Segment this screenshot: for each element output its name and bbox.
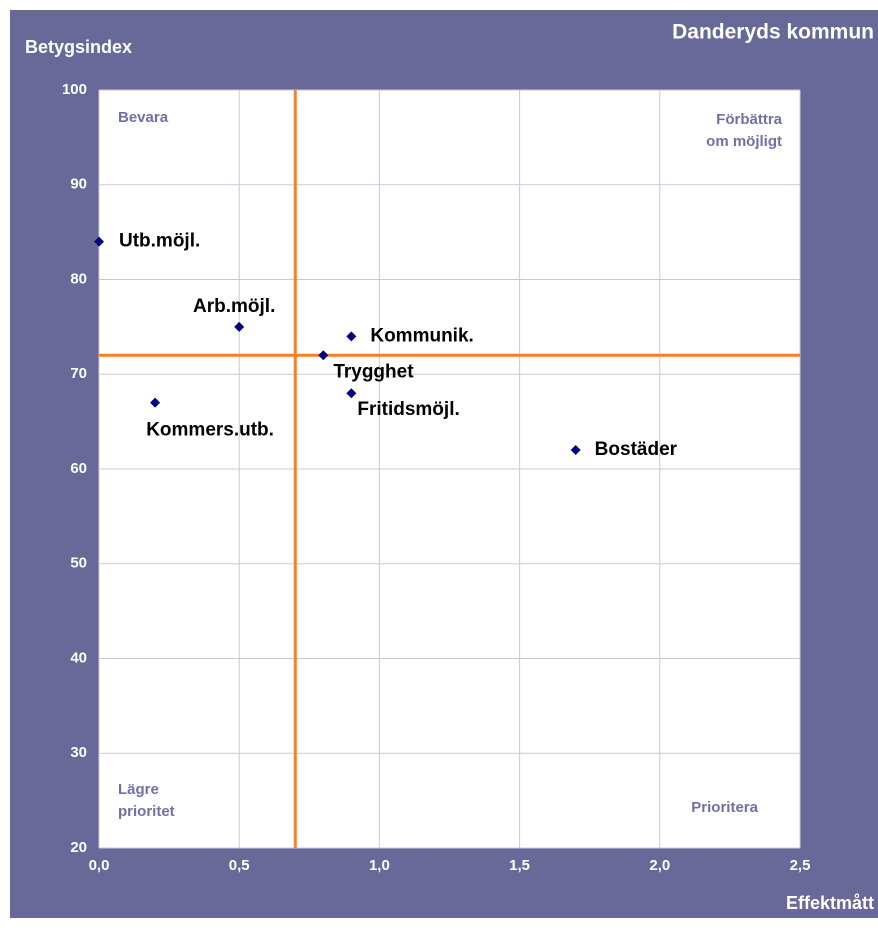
point bbox=[94, 236, 104, 247]
point bbox=[150, 397, 161, 408]
x-axis-label: Effektmått bbox=[786, 893, 874, 913]
point-label: Trygghet bbox=[333, 361, 414, 382]
point-label: Kommers.utb. bbox=[146, 420, 274, 441]
x-tick-label: 2,5 bbox=[790, 857, 811, 874]
quadrant-label: Lägre bbox=[118, 781, 159, 798]
point-label: Kommunik. bbox=[370, 325, 473, 346]
y-tick-label: 20 bbox=[70, 839, 87, 856]
point-label: Fritidsmöjl. bbox=[357, 399, 459, 420]
y-tick-label: 40 bbox=[70, 649, 87, 666]
point-label: Utb.möjl. bbox=[119, 231, 200, 252]
quadrant-label: prioritet bbox=[118, 803, 175, 820]
point bbox=[234, 321, 245, 332]
quadrant-label: Bevara bbox=[118, 109, 169, 126]
y-axis-label: Betygsindex bbox=[25, 37, 132, 57]
point bbox=[346, 388, 357, 399]
quadrant-label: Prioritera bbox=[691, 799, 758, 816]
y-tick-label: 60 bbox=[70, 460, 87, 477]
y-tick-label: 30 bbox=[70, 744, 87, 761]
y-tick-label: 80 bbox=[70, 270, 87, 287]
x-tick-label: 0,5 bbox=[229, 857, 250, 874]
point bbox=[346, 331, 357, 342]
point bbox=[318, 350, 329, 361]
x-tick-label: 1,0 bbox=[369, 857, 390, 874]
y-tick-label: 90 bbox=[70, 176, 87, 193]
quadrant-label: Förbättra bbox=[716, 111, 782, 128]
point bbox=[570, 445, 581, 456]
chart-title: Danderyds kommun bbox=[672, 21, 874, 44]
point-label: Arb.möjl. bbox=[193, 296, 275, 317]
y-tick-label: 50 bbox=[70, 555, 87, 572]
point-label: Bostäder bbox=[595, 439, 678, 460]
x-tick-label: 1,5 bbox=[509, 857, 530, 874]
x-tick-label: 0,0 bbox=[89, 857, 110, 874]
quadrant-label: om möjligt bbox=[706, 133, 782, 150]
y-tick-label: 70 bbox=[70, 365, 87, 382]
x-tick-label: 2,0 bbox=[649, 857, 670, 874]
y-tick-label: 100 bbox=[62, 81, 87, 98]
